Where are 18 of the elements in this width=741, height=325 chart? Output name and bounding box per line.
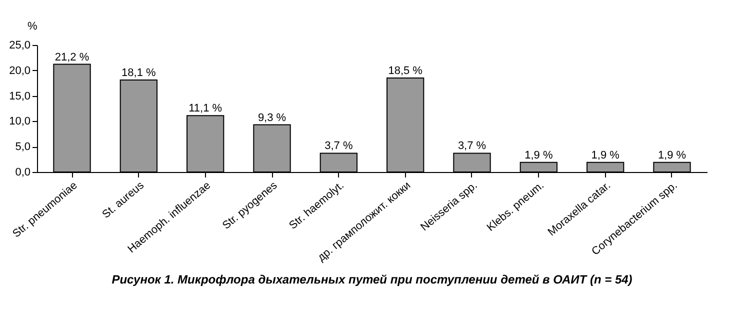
y-tick-label: 10,0 — [9, 116, 30, 128]
y-tick-label: 25,0 — [9, 40, 30, 52]
y-tick-label: 15,0 — [9, 90, 30, 102]
data-label: 1,9 % — [591, 149, 620, 162]
text: Рисунок 1. Микрофлора дыхательных путей при поступлении детей в ОАИТ (n = 54) — [112, 272, 632, 287]
data-label: 21,2 % — [54, 51, 90, 64]
y-tick-label: 0,0 — [15, 166, 30, 178]
data-label: 18,1 % — [122, 67, 156, 80]
data-label: 11,1 % — [188, 102, 222, 115]
data-label: 3,7 % — [324, 140, 353, 152]
data-label: 9,3 % — [258, 112, 286, 124]
data-label: 1,9 % — [658, 149, 686, 162]
y-tick-label: 20,0 — [9, 64, 30, 77]
y-tick-label: 5,0 — [15, 141, 30, 154]
data-label: 3,7 % — [458, 140, 486, 152]
data-label: 1,9 % — [524, 149, 553, 162]
data-label: 18,5 % — [388, 65, 423, 78]
y-axis-title: % — [28, 20, 38, 32]
